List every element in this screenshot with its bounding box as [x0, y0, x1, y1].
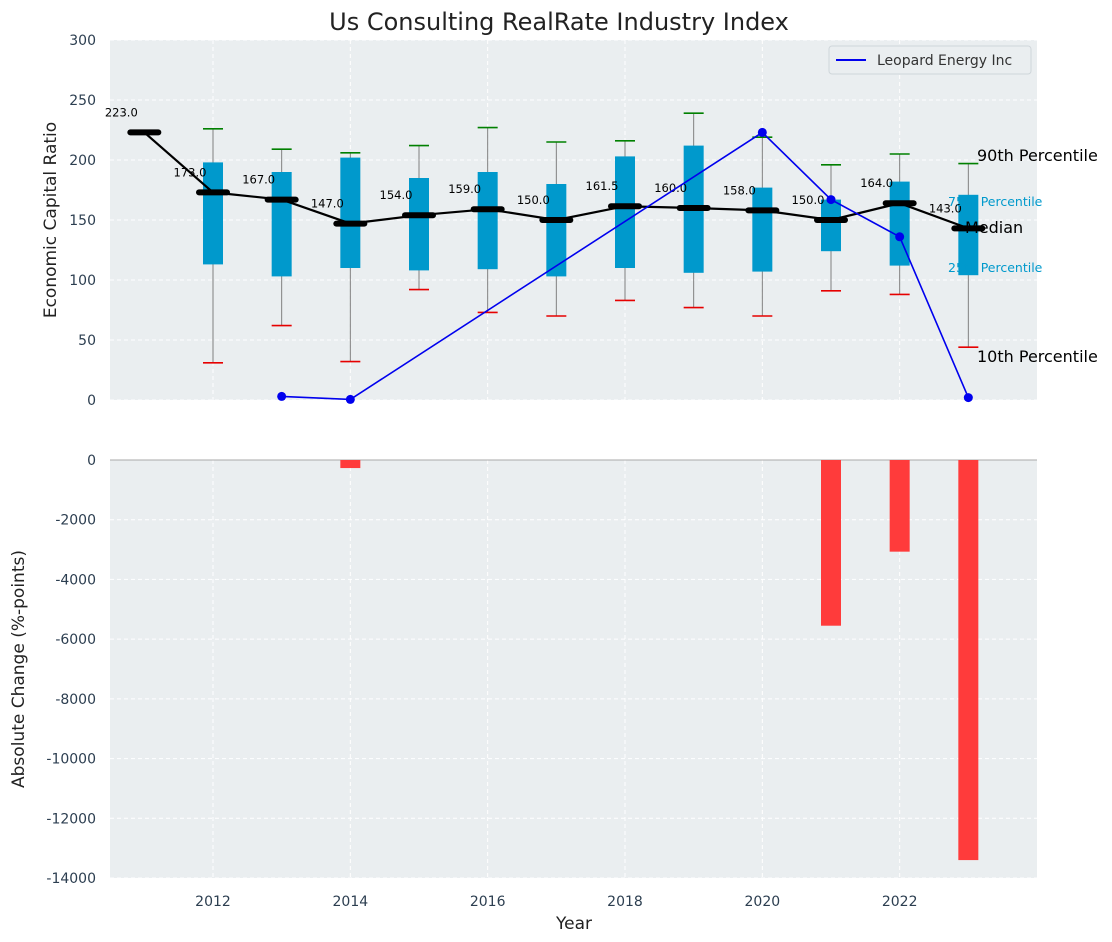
- top-y-tick-label: 300: [69, 33, 96, 49]
- change-bar: [889, 460, 910, 552]
- p25-side-label: 25th Percentile: [948, 260, 1043, 275]
- top-y-axis-title: Economic Capital Ratio: [41, 122, 61, 318]
- top-y-tick-label: 250: [69, 93, 96, 109]
- x-tick-label: 2012: [195, 894, 231, 910]
- median-value-label: 147.0: [311, 197, 344, 211]
- median-value-label: 167.0: [242, 173, 275, 187]
- iqr-box: [340, 157, 361, 268]
- p75-side-label: 75th Percentile: [948, 194, 1043, 209]
- median-value-label: 161.5: [586, 179, 619, 193]
- bottom-y-tick-label: -10000: [46, 752, 96, 768]
- chart-title: Us Consulting RealRate Industry Index: [329, 8, 789, 36]
- median-value-label: 158.0: [723, 183, 756, 197]
- p10-side-label: 10th Percentile: [977, 347, 1098, 366]
- median-value-label: 164.0: [860, 176, 893, 190]
- x-axis-title: Year: [555, 914, 592, 934]
- top-y-tick-label: 200: [69, 153, 96, 169]
- iqr-box: [546, 184, 567, 277]
- p90-side-label: 90th Percentile: [977, 146, 1098, 165]
- change-bar: [821, 460, 841, 626]
- bottom-y-tick-label: -4000: [55, 572, 96, 588]
- change-bar: [958, 460, 979, 861]
- company-point: [826, 195, 836, 205]
- iqr-box: [409, 178, 429, 271]
- top-y-tick-label: 50: [78, 333, 96, 349]
- company-point: [757, 127, 767, 137]
- median-value-label: 173.0: [174, 165, 207, 179]
- x-tick-label: 2016: [470, 894, 506, 910]
- iqr-box: [958, 194, 979, 276]
- median-value-label: 223.0: [105, 105, 138, 119]
- legend-box: [828, 45, 1032, 75]
- iqr-box: [477, 172, 498, 270]
- median-value-label: 150.0: [517, 193, 550, 207]
- median-value-label: 143.0: [929, 201, 962, 215]
- iqr-box: [615, 156, 635, 268]
- company-line: [281, 131, 970, 401]
- company-point: [963, 393, 973, 403]
- bottom-y-tick-label: -12000: [46, 811, 96, 827]
- bottom-y-tick-label: -14000: [46, 871, 96, 887]
- iqr-box: [271, 172, 292, 277]
- company-point: [895, 232, 905, 242]
- change-bar: [340, 460, 361, 469]
- x-tick-label: 2018: [607, 894, 643, 910]
- bottom-y-tick-label: -8000: [55, 692, 96, 708]
- x-tick-label: 2022: [882, 894, 918, 910]
- top-y-tick-label: 100: [69, 273, 96, 289]
- bottom-y-tick-label: 0: [87, 453, 96, 469]
- top-y-tick-label: 0: [87, 393, 96, 409]
- company-point: [277, 391, 287, 401]
- legend-company-label: Leopard Energy Inc: [877, 53, 1012, 69]
- company-point: [345, 394, 355, 404]
- bottom-y-tick-label: -6000: [55, 632, 96, 648]
- bottom-plot-area: [110, 460, 1037, 878]
- top-y-tick-label: 150: [69, 213, 96, 229]
- iqr-box: [821, 199, 841, 252]
- median-value-label: 160.0: [654, 181, 687, 195]
- median-side-label: Median: [965, 218, 1023, 237]
- median-value-label: 154.0: [380, 188, 413, 202]
- x-tick-label: 2020: [745, 894, 781, 910]
- median-value-label: 150.0: [792, 193, 825, 207]
- iqr-box: [752, 187, 773, 272]
- bottom-y-axis-title: Absolute Change (%-points): [9, 550, 29, 788]
- median-value-label: 159.0: [448, 182, 481, 196]
- bottom-y-tick-label: -2000: [55, 513, 96, 529]
- x-tick-label: 2014: [333, 894, 369, 910]
